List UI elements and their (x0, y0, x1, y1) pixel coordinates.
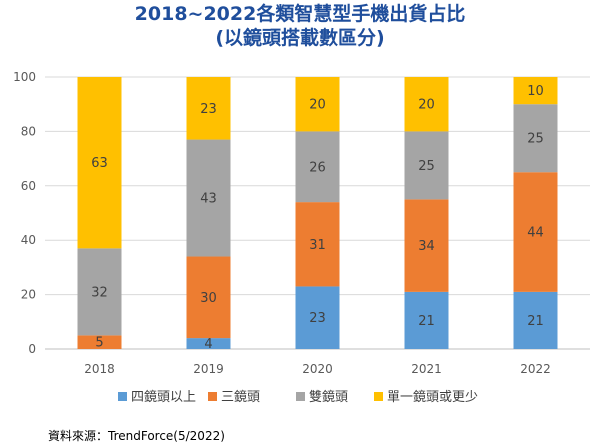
bar-segment (295, 77, 340, 132)
bar-segment (404, 199, 449, 292)
bar-segment (404, 291, 449, 349)
bar-segment (77, 335, 122, 349)
source-note: 資料來源：TrendForce(5/2022) (48, 429, 225, 443)
data-label: 63 (91, 156, 108, 171)
legend-swatch (374, 392, 383, 401)
legend-swatch (208, 392, 217, 401)
x-tick-label: 2018 (84, 362, 115, 376)
data-label: 25 (418, 159, 435, 174)
data-label: 20 (418, 98, 435, 113)
legend-label: 四鏡頭以上 (131, 390, 196, 405)
x-tick-label: 2020 (302, 362, 333, 376)
bar-segment (513, 172, 558, 292)
data-label: 5 (95, 336, 103, 351)
bar-segment (513, 77, 558, 105)
bar-segment (513, 291, 558, 349)
y-tick-label: 40 (21, 233, 36, 247)
bar-segment (186, 77, 231, 140)
data-label: 23 (309, 311, 326, 326)
x-tick-label: 2021 (411, 362, 442, 376)
y-tick-label: 0 (28, 342, 36, 356)
legend-swatch (118, 392, 127, 401)
data-label: 25 (527, 132, 544, 147)
y-tick-label: 100 (13, 70, 36, 84)
chart-subtitle: (以鏡頭搭載數區分) (215, 27, 385, 49)
data-label: 21 (418, 314, 435, 329)
legend-swatch (296, 392, 305, 401)
x-tick-label: 2019 (193, 362, 224, 376)
bar-segment (186, 256, 231, 339)
bar-segment (77, 77, 122, 249)
data-label: 31 (309, 238, 326, 253)
bar-segment (404, 77, 449, 132)
data-label: 20 (309, 98, 326, 113)
bar-segment (513, 104, 558, 173)
data-label: 44 (527, 226, 544, 241)
bar-segment (295, 286, 340, 349)
y-tick-label: 80 (21, 124, 36, 138)
y-tick-label: 60 (21, 179, 36, 193)
data-label: 4 (204, 337, 212, 352)
data-label: 23 (200, 102, 217, 117)
x-tick-label: 2022 (520, 362, 551, 376)
bar-segment (295, 202, 340, 287)
bar-segment (186, 338, 231, 349)
bar-segment (186, 139, 231, 257)
legend-label: 單一鏡頭或更少 (387, 390, 478, 405)
data-label: 30 (200, 291, 217, 306)
data-label: 32 (91, 285, 108, 300)
legend-label: 雙鏡頭 (309, 390, 348, 405)
chart-title: 2018~2022各類智慧型手機出貨占比 (134, 3, 466, 25)
data-label: 10 (527, 84, 544, 99)
y-tick-label: 20 (21, 288, 36, 302)
data-label: 43 (200, 192, 217, 207)
legend-label: 三鏡頭 (221, 390, 260, 405)
bar-segment (404, 131, 449, 200)
data-label: 34 (418, 239, 435, 254)
bar-segment (77, 248, 122, 336)
data-label: 26 (309, 160, 326, 175)
bar-segment (295, 131, 340, 203)
data-label: 21 (527, 314, 544, 329)
